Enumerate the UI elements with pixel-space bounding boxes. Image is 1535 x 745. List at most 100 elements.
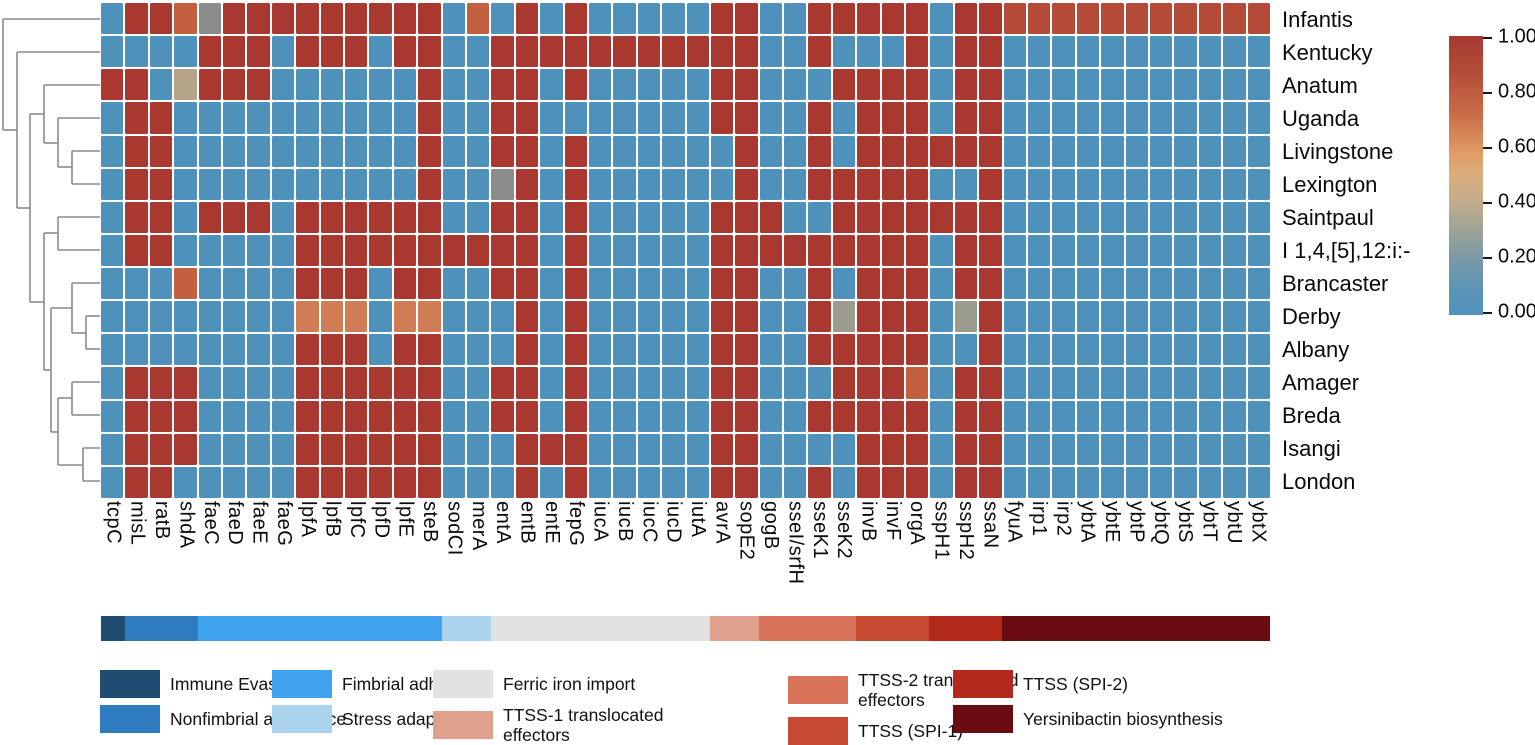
heatmap-cell (1076, 234, 1100, 267)
heatmap-cell (222, 268, 246, 300)
heatmap-cell (466, 3, 490, 35)
heatmap-cell (491, 168, 514, 200)
legend-swatch (788, 676, 848, 705)
column-label: sspH1 (930, 501, 953, 561)
row-label: I 1,4,[5],12:i:- (1282, 237, 1411, 263)
heatmap-cell (881, 367, 905, 399)
heatmap-cell (735, 234, 758, 267)
heatmap-cell (1028, 36, 1051, 68)
heatmap-cell (393, 135, 417, 167)
heatmap-cell (881, 201, 905, 233)
heatmap-cell (735, 3, 758, 35)
heatmap-cell (1125, 400, 1149, 432)
heatmap-cell (271, 433, 295, 465)
heatmap-cell (686, 268, 709, 300)
heatmap-cell (515, 433, 539, 465)
heatmap-cell (954, 433, 978, 465)
heatmap-cell (222, 234, 246, 267)
heatmap-cell (222, 3, 246, 35)
heatmap-cell (442, 334, 465, 366)
heatmap-cell (125, 102, 148, 134)
column-label: irp1 (1028, 501, 1051, 537)
heatmap-cell (296, 268, 319, 300)
heatmap-cell (247, 433, 270, 465)
heatmap-cell (686, 466, 709, 498)
heatmap-cell (637, 69, 661, 101)
heatmap-cell (930, 268, 953, 300)
heatmap-cell (149, 69, 173, 101)
heatmap-cell (344, 3, 368, 35)
heatmap-cell (637, 268, 661, 300)
heatmap-cell (857, 433, 880, 465)
heatmap-cell (979, 433, 1002, 465)
heatmap-cell (393, 168, 417, 200)
heatmap-cell (930, 201, 953, 233)
heatmap-cell (198, 367, 221, 399)
heatmap-cell (637, 135, 661, 167)
heatmap-cell (442, 36, 465, 68)
heatmap-cell (1125, 334, 1149, 366)
heatmap-cell (832, 201, 856, 233)
heatmap-cell (1028, 3, 1051, 35)
heatmap-cell (1125, 234, 1149, 267)
heatmap-cell (271, 400, 295, 432)
heatmap-cell (296, 168, 319, 200)
heatmap-cell (1052, 36, 1075, 68)
heatmap-cell (442, 268, 465, 300)
heatmap-cell (101, 268, 124, 300)
heatmap-cell (515, 36, 539, 68)
heatmap-cell (564, 433, 587, 465)
heatmap-cell (710, 400, 734, 432)
category-bar-segment (758, 616, 856, 641)
row-label: Saintpaul (1282, 204, 1374, 230)
heatmap-cell (832, 234, 856, 267)
heatmap-cell (125, 201, 148, 233)
heatmap-cell (1223, 36, 1246, 68)
heatmap-cell (149, 433, 173, 465)
heatmap-cell (344, 201, 368, 233)
colorbar: 1.00 0.80 0.60 0.40 0.20 0.00 (1449, 25, 1535, 322)
legend-item: TTSS (SPI-1) (788, 717, 1018, 745)
heatmap-cell (588, 69, 612, 101)
heatmap-cell (1223, 3, 1246, 35)
legend-item: TTSS-1 translocated effectors (433, 705, 663, 745)
heatmap-cell (832, 301, 856, 333)
heatmap-cell (735, 201, 758, 233)
heatmap-cell (247, 268, 270, 300)
heatmap-cell (1223, 268, 1246, 300)
heatmap-cell (808, 334, 831, 366)
heatmap-cell (832, 36, 856, 68)
heatmap-cell (247, 334, 270, 366)
heatmap-cell (101, 301, 124, 333)
heatmap-cell (540, 234, 563, 267)
heatmap-cell (296, 201, 319, 233)
heatmap-cell (174, 334, 197, 366)
legend-label: TTSS-1 translocated effectors (503, 705, 664, 745)
heatmap-cell (369, 69, 392, 101)
heatmap-cell (881, 135, 905, 167)
heatmap-cell (369, 135, 392, 167)
heatmap-cell (1101, 36, 1124, 68)
row-label: Uganda (1282, 105, 1360, 131)
heatmap-cell (662, 268, 685, 300)
heatmap-cell (1125, 466, 1149, 498)
colorbar-tick (1483, 92, 1492, 94)
heatmap-cell (759, 234, 783, 267)
colorbar-tick-label: 1.00 (1498, 25, 1535, 48)
heatmap-cell (1052, 234, 1075, 267)
heatmap-cell (808, 433, 831, 465)
heatmap-cell (1125, 168, 1149, 200)
heatmap-cell (808, 268, 831, 300)
heatmap-cell (466, 433, 490, 465)
heatmap-cell (906, 268, 929, 300)
heatmap-cell (857, 69, 880, 101)
column-label: sseK1 (808, 501, 831, 560)
heatmap-cell (149, 466, 173, 498)
heatmap-cell (1198, 201, 1222, 233)
heatmap-cell (637, 168, 661, 200)
row-label: Livingstone (1282, 138, 1394, 164)
heatmap-cell (393, 201, 417, 233)
column-label: lpfA (297, 501, 320, 538)
heatmap-cell (540, 334, 563, 366)
heatmap-cell (954, 201, 978, 233)
